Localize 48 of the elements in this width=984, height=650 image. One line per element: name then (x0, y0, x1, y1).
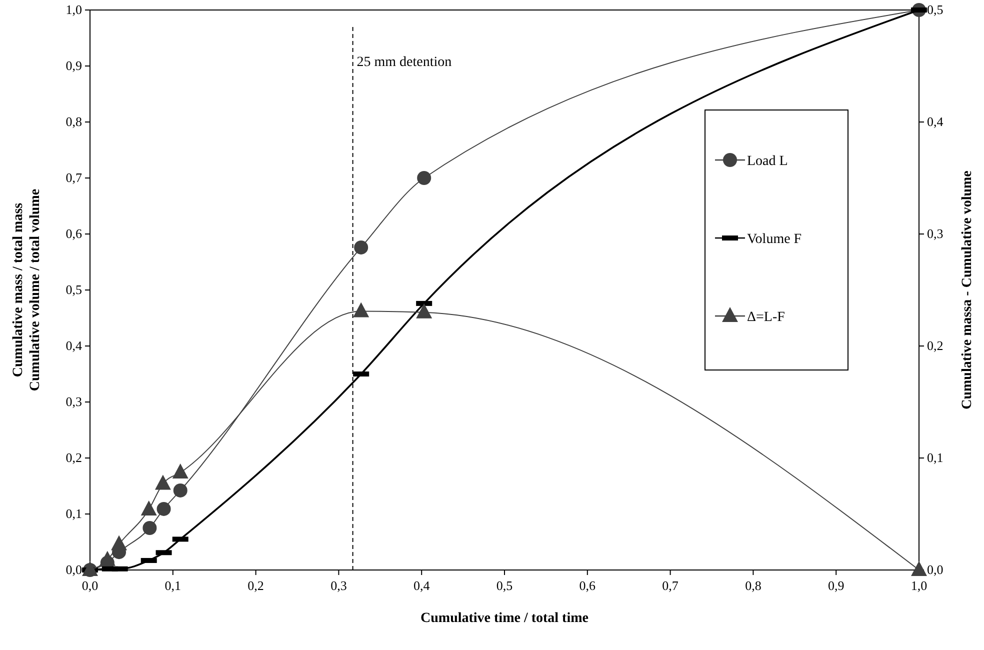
x-tick-label: 0,9 (828, 578, 844, 593)
y2-tick-label: 0,5 (927, 2, 944, 17)
x-axis-title: Cumulative time / total time (420, 611, 588, 626)
y-tick-label: 0,2 (66, 450, 82, 465)
y2-tick-label: 0,1 (927, 450, 944, 465)
x-tick-label: 0,0 (82, 578, 98, 593)
point (142, 521, 157, 535)
point (417, 171, 432, 185)
point (154, 474, 171, 490)
y-tick-label: 0,8 (66, 114, 82, 129)
x-tick-label: 0,3 (330, 578, 347, 593)
y-tick-label: 0,3 (66, 394, 82, 409)
point (99, 550, 116, 566)
x-tick-label: 0,7 (662, 578, 679, 593)
point (156, 502, 171, 516)
y-tick-label: 0,0 (66, 562, 82, 577)
y-tick-label: 0,9 (66, 58, 82, 73)
y-tick-label: 1,0 (66, 2, 82, 17)
point (353, 302, 370, 318)
y-tick-label: 0,7 (66, 170, 82, 185)
x-tick-label: 0,6 (579, 578, 596, 593)
y-tick-label: 0,1 (66, 506, 82, 521)
point (140, 500, 157, 516)
point (111, 535, 128, 550)
x-tick-label: 0,5 (496, 578, 513, 593)
legend-label: Load L (747, 154, 788, 169)
point (416, 303, 432, 318)
ref-line-label: 25 mm detention (356, 55, 452, 70)
y-axis-title: Cumulative mass / total mass Cumulative volume / total volume (11, 188, 43, 392)
y2-tick-label: 0,3 (927, 226, 944, 241)
y-tick-label: 0,6 (66, 226, 82, 241)
point (911, 561, 927, 576)
y-tick-label: 0,4 (66, 338, 82, 353)
y2-tick-label: 0,2 (927, 338, 944, 353)
point (173, 483, 188, 498)
legend-label: Volume F (747, 232, 802, 247)
x-tick-label: 0,1 (164, 578, 182, 593)
point (354, 240, 368, 254)
y-tick-label: 0,5 (66, 282, 82, 297)
x-tick-label: 0,2 (248, 578, 264, 593)
x-tick-label: 0,8 (745, 578, 762, 593)
x-tick-label: 0,4 (413, 578, 430, 593)
y2-tick-label: 0,4 (927, 114, 944, 129)
point (172, 464, 188, 479)
legend-label: Δ=L-F (747, 310, 786, 325)
y2-tick-label: 0,0 (927, 562, 944, 577)
y2-axis-title: Cumulative massa - Cumulative volume (960, 170, 975, 410)
x-tick-label: 1,0 (910, 578, 928, 593)
